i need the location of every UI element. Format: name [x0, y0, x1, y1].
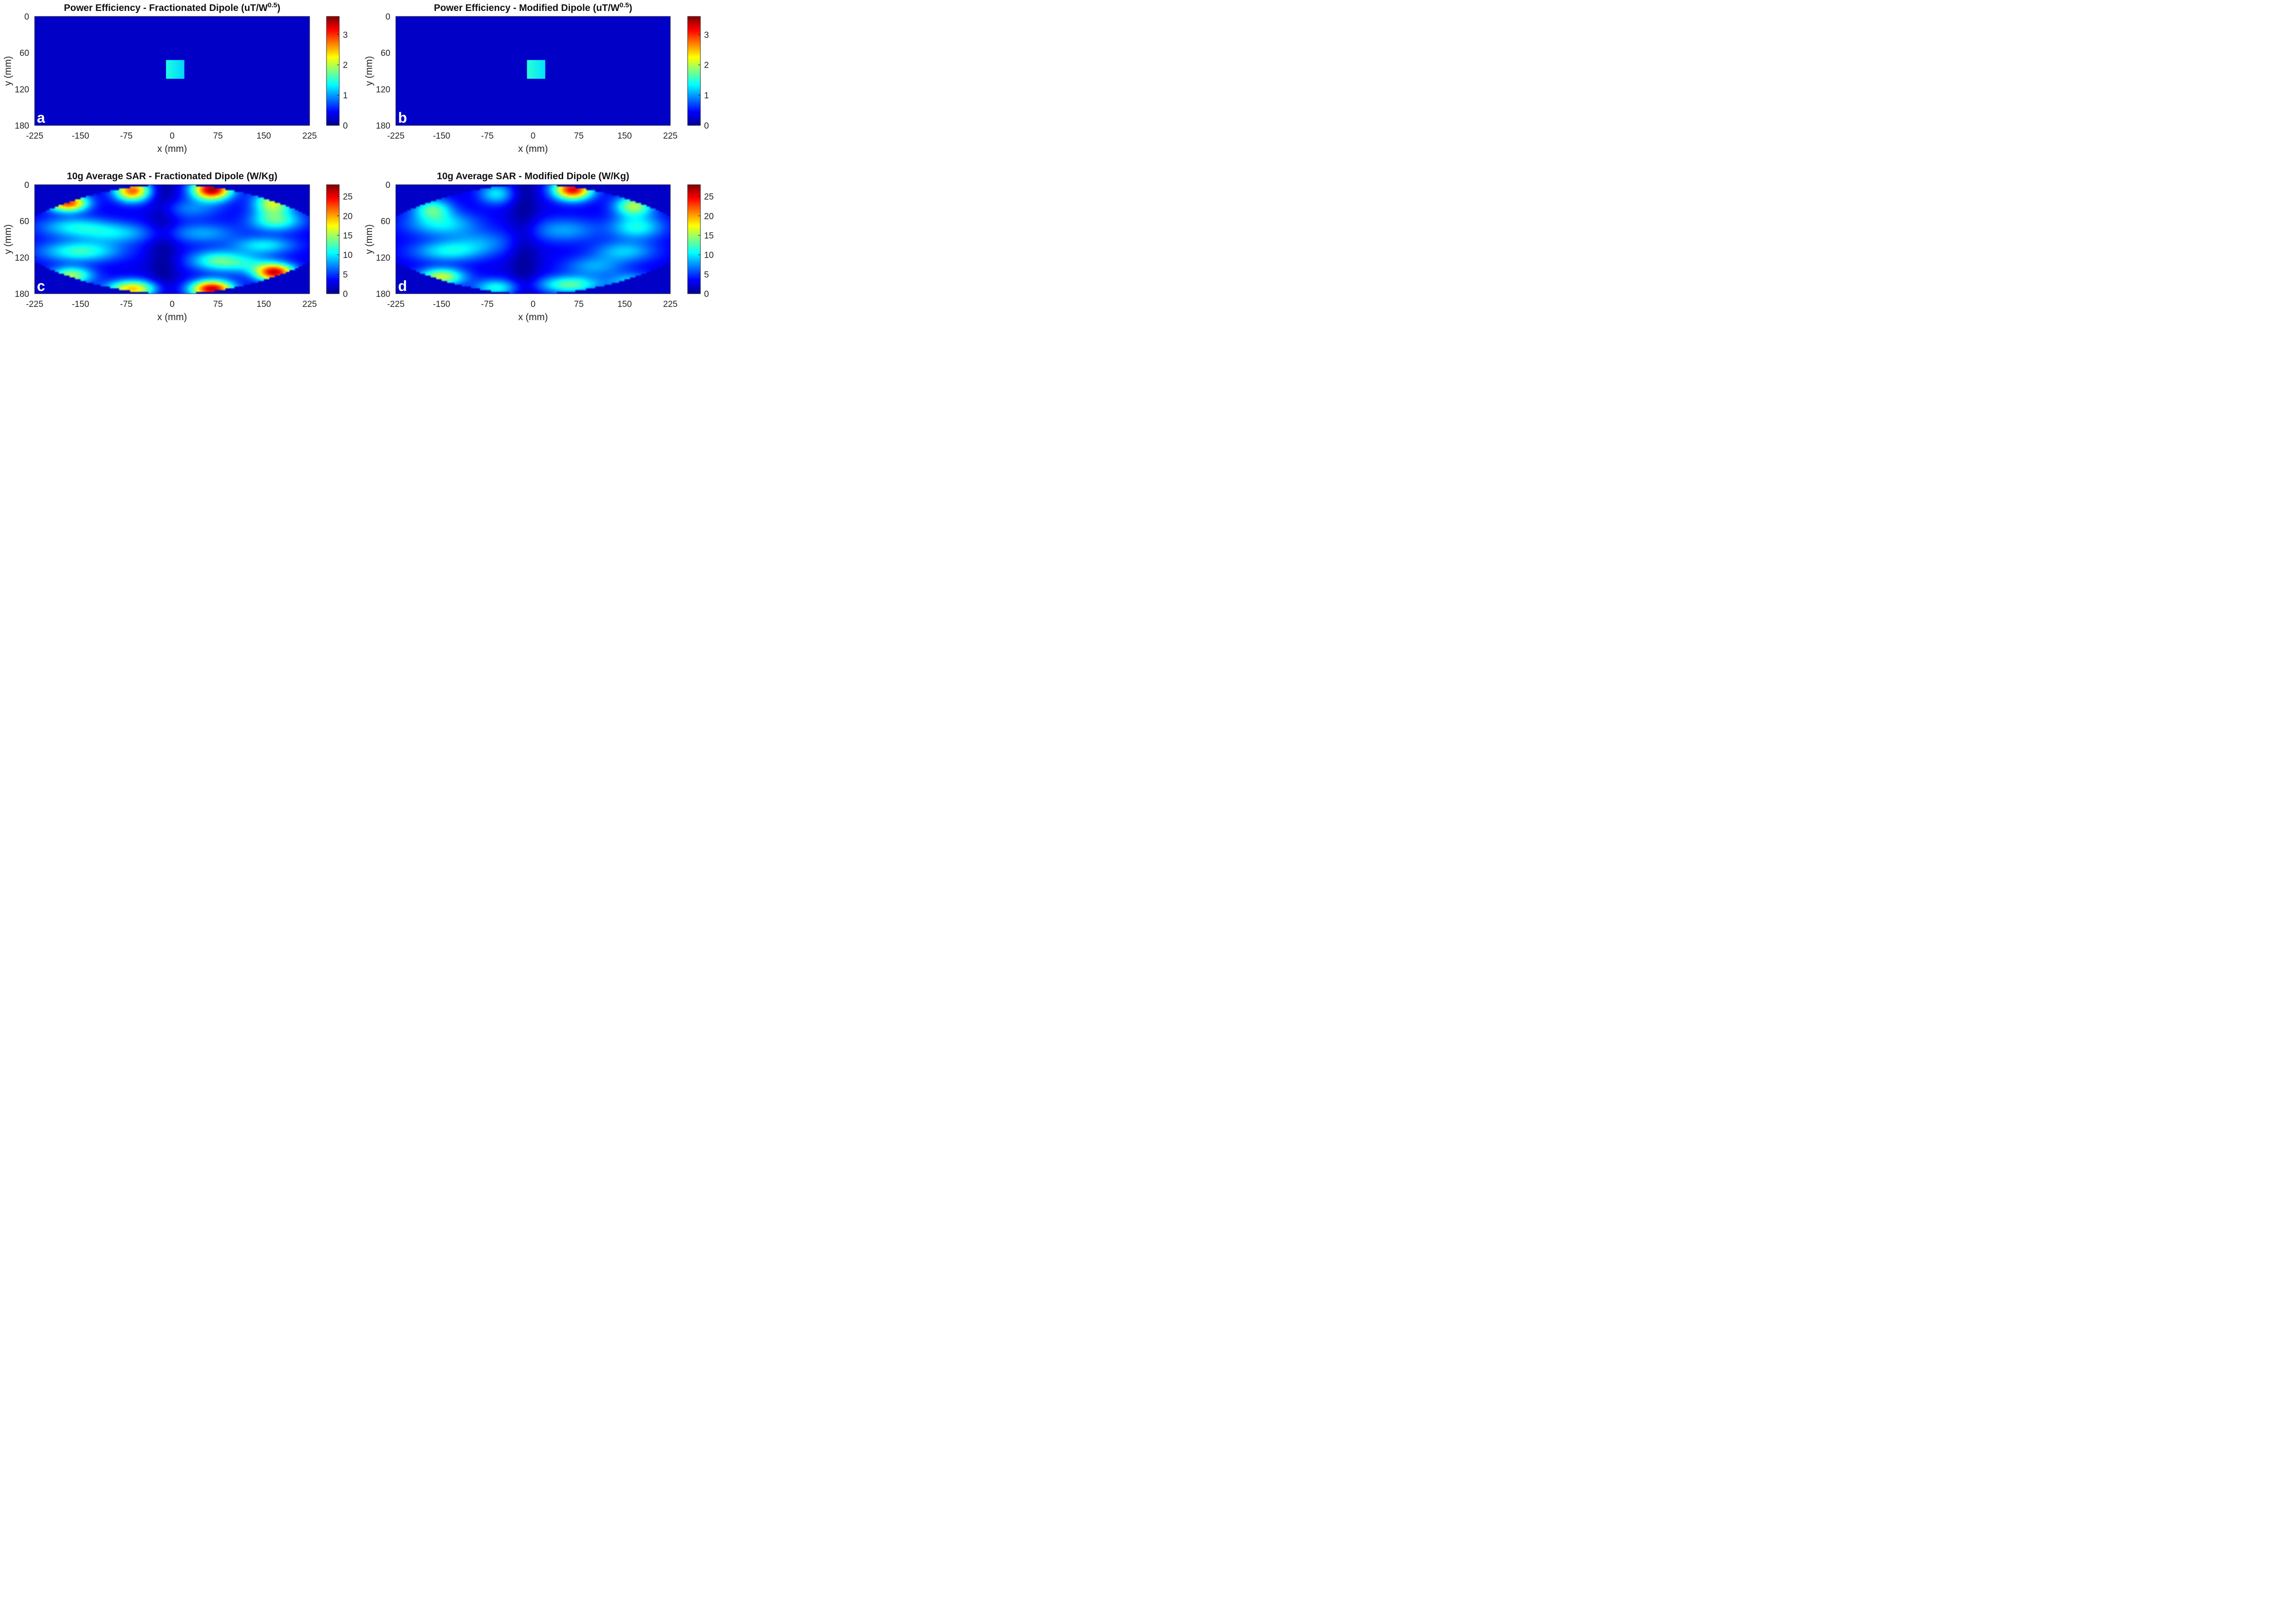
x-tick-label: -75 [481, 300, 493, 309]
panel-letter: b [398, 109, 407, 126]
y-tick-label: 60 [20, 217, 29, 227]
x-tick-label: 150 [617, 300, 632, 309]
x-tick-label: 0 [531, 131, 536, 141]
y-tick-label: 120 [15, 85, 29, 94]
x-tick-label: -150 [72, 300, 89, 309]
colorbar-tick-label: 1 [704, 91, 709, 101]
colorbar-tick-label: 25 [704, 192, 714, 202]
sar-heatmap [35, 185, 310, 294]
x-tick-label: -150 [433, 300, 450, 309]
x-tick-label: 225 [663, 131, 678, 141]
x-tick-label: -225 [387, 131, 404, 141]
x-tick-label: 225 [302, 300, 317, 309]
x-tick-label: 0 [170, 131, 175, 141]
colorbar-tick-label: 3 [704, 31, 709, 40]
x-tick-label: -225 [26, 131, 43, 141]
x-tick-label: 225 [302, 131, 317, 141]
x-tick-label: 150 [257, 131, 271, 141]
colorbar-tick-label: 2 [343, 61, 348, 70]
chart-title: 10g Average SAR - Fractionated Dipole (W… [67, 171, 278, 182]
colorbar-tick-label: 0 [343, 290, 348, 299]
colorbar-frame [687, 184, 701, 294]
colorbar [326, 185, 339, 294]
colorbar [688, 16, 700, 125]
y-tick-label: 180 [376, 290, 390, 299]
y-axis-label: y (mm) [3, 56, 13, 86]
colorbar-tick-label: 1 [343, 91, 348, 101]
y-tick-label: 60 [20, 49, 29, 58]
colorbar-tick-label: 20 [704, 212, 714, 221]
colorbar-tick-label: 3 [343, 31, 348, 40]
y-tick-label: 180 [15, 290, 29, 299]
y-tick-label: 0 [385, 12, 390, 22]
x-tick-label: 0 [170, 300, 175, 309]
x-tick-label: -225 [387, 300, 404, 309]
x-axis-label: x (mm) [518, 312, 548, 322]
y-axis-label: y (mm) [364, 56, 374, 86]
roi-region [166, 60, 185, 79]
colorbar-tick-label: 0 [704, 121, 709, 131]
x-tick-label: -75 [120, 131, 132, 141]
x-tick-label: 150 [257, 300, 271, 309]
roi-region [527, 60, 545, 79]
x-tick-label: -225 [26, 300, 43, 309]
x-tick-label: 75 [574, 131, 584, 141]
colorbar-tick-label: 0 [343, 121, 348, 131]
x-tick-label: -150 [72, 131, 89, 141]
colorbar-frame [687, 16, 701, 126]
colorbar-tick-label: 2 [704, 61, 709, 70]
y-tick-label: 60 [381, 49, 390, 58]
panel-letter: a [37, 109, 45, 126]
chart-title: Power Efficiency - Modified Dipole (uT/W… [434, 1, 632, 13]
x-tick-label: 75 [574, 300, 584, 309]
x-axis-label: x (mm) [157, 312, 187, 322]
y-tick-label: 180 [376, 121, 390, 131]
x-tick-label: 225 [663, 300, 678, 309]
colorbar-tick-label: 15 [704, 231, 714, 241]
colorbar-tick-label: 0 [704, 290, 709, 299]
chart-title: 10g Average SAR - Modified Dipole (W/Kg) [437, 171, 629, 182]
sar-heatmap [396, 185, 670, 294]
x-tick-label: 0 [531, 300, 536, 309]
y-tick-label: 120 [376, 85, 390, 94]
y-tick-label: 120 [376, 253, 390, 263]
colorbar-tick-label: 25 [343, 192, 352, 202]
colorbar-frame [326, 16, 340, 126]
x-tick-label: -150 [433, 131, 450, 141]
x-tick-label: 75 [213, 300, 223, 309]
colorbar [688, 185, 700, 294]
panel-letter: c [37, 278, 45, 294]
y-axis-label: y (mm) [3, 224, 13, 254]
colorbar-tick-label: 20 [343, 212, 352, 221]
x-axis-label: x (mm) [518, 144, 548, 154]
x-tick-label: 150 [617, 131, 632, 141]
colorbar-tick-label: 15 [343, 231, 352, 241]
y-tick-label: 180 [15, 121, 29, 131]
x-axis-label: x (mm) [157, 144, 187, 154]
colorbar-frame [326, 184, 340, 294]
y-tick-label: 60 [381, 217, 390, 227]
colorbar [326, 16, 339, 125]
y-tick-label: 0 [24, 181, 29, 190]
x-tick-label: -75 [481, 131, 493, 141]
panel-letter: d [398, 278, 407, 294]
y-tick-label: 120 [15, 253, 29, 263]
colorbar-tick-label: 5 [704, 270, 709, 280]
y-tick-label: 0 [385, 181, 390, 190]
x-tick-label: -75 [120, 300, 132, 309]
colorbar-tick-label: 10 [704, 251, 714, 260]
chart-title: Power Efficiency - Fractionated Dipole (… [64, 1, 280, 13]
y-tick-label: 0 [24, 12, 29, 22]
x-tick-label: 75 [213, 131, 223, 141]
y-axis-label: y (mm) [364, 224, 374, 254]
colorbar-tick-label: 5 [343, 270, 348, 280]
colorbar-tick-label: 10 [343, 251, 352, 260]
